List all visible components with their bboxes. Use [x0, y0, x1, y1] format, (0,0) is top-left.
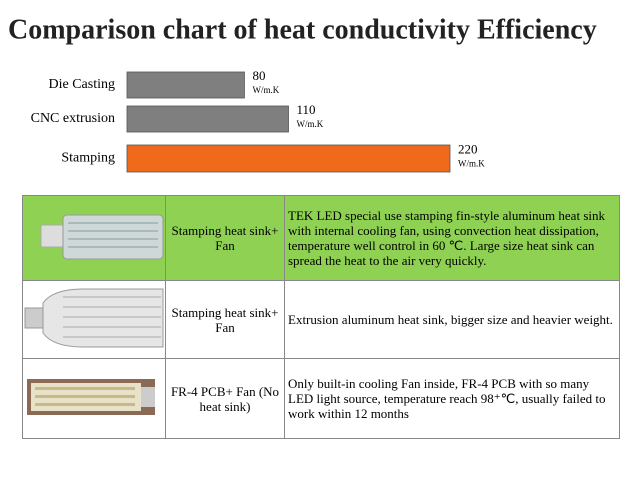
bar [126, 144, 451, 173]
category-label: Stamping [61, 151, 115, 166]
lamp-image [40, 214, 164, 259]
unit-label: W/m.K [252, 85, 279, 95]
table-row: Stamping heat sink+ Fan Extrusion alumin… [22, 280, 620, 359]
lamp-image [24, 288, 164, 348]
value-label: 220 [458, 141, 478, 156]
image-cell [22, 280, 166, 359]
row-description: Only built-in cooling Fan inside, FR-4 P… [284, 358, 620, 439]
value-label: 110 [297, 102, 316, 117]
image-cell [22, 358, 166, 439]
table-row: Stamping heat sink+ Fan TEK LED special … [22, 195, 620, 281]
image-cell [22, 195, 166, 281]
category-label: Die Casting [49, 77, 116, 92]
row-name: FR-4 PCB+ Fan (No heat sink) [165, 358, 285, 439]
lamp-image [27, 379, 155, 415]
row-description: Extrusion aluminum heat sink, bigger siz… [284, 280, 620, 359]
row-description: TEK LED special use stamping fin-style a… [284, 195, 620, 281]
bar [126, 105, 289, 133]
chart: Comparison chart of heat conductivity Ef… [8, 14, 597, 173]
chart-title: Comparison chart of heat conductivity Ef… [8, 14, 597, 45]
unit-label: W/m.K [297, 119, 324, 129]
category-label: CNC extrusion [31, 111, 115, 126]
comparison-table: Stamping heat sink+ Fan TEK LED special … [22, 195, 620, 439]
row-name: Stamping heat sink+ Fan [165, 195, 285, 281]
value-label: 80 [252, 68, 265, 83]
unit-label: W/m.K [458, 159, 485, 169]
row-name: Stamping heat sink+ Fan [165, 280, 285, 359]
table-row: FR-4 PCB+ Fan (No heat sink) Only built-… [22, 358, 620, 439]
bar [126, 71, 245, 99]
